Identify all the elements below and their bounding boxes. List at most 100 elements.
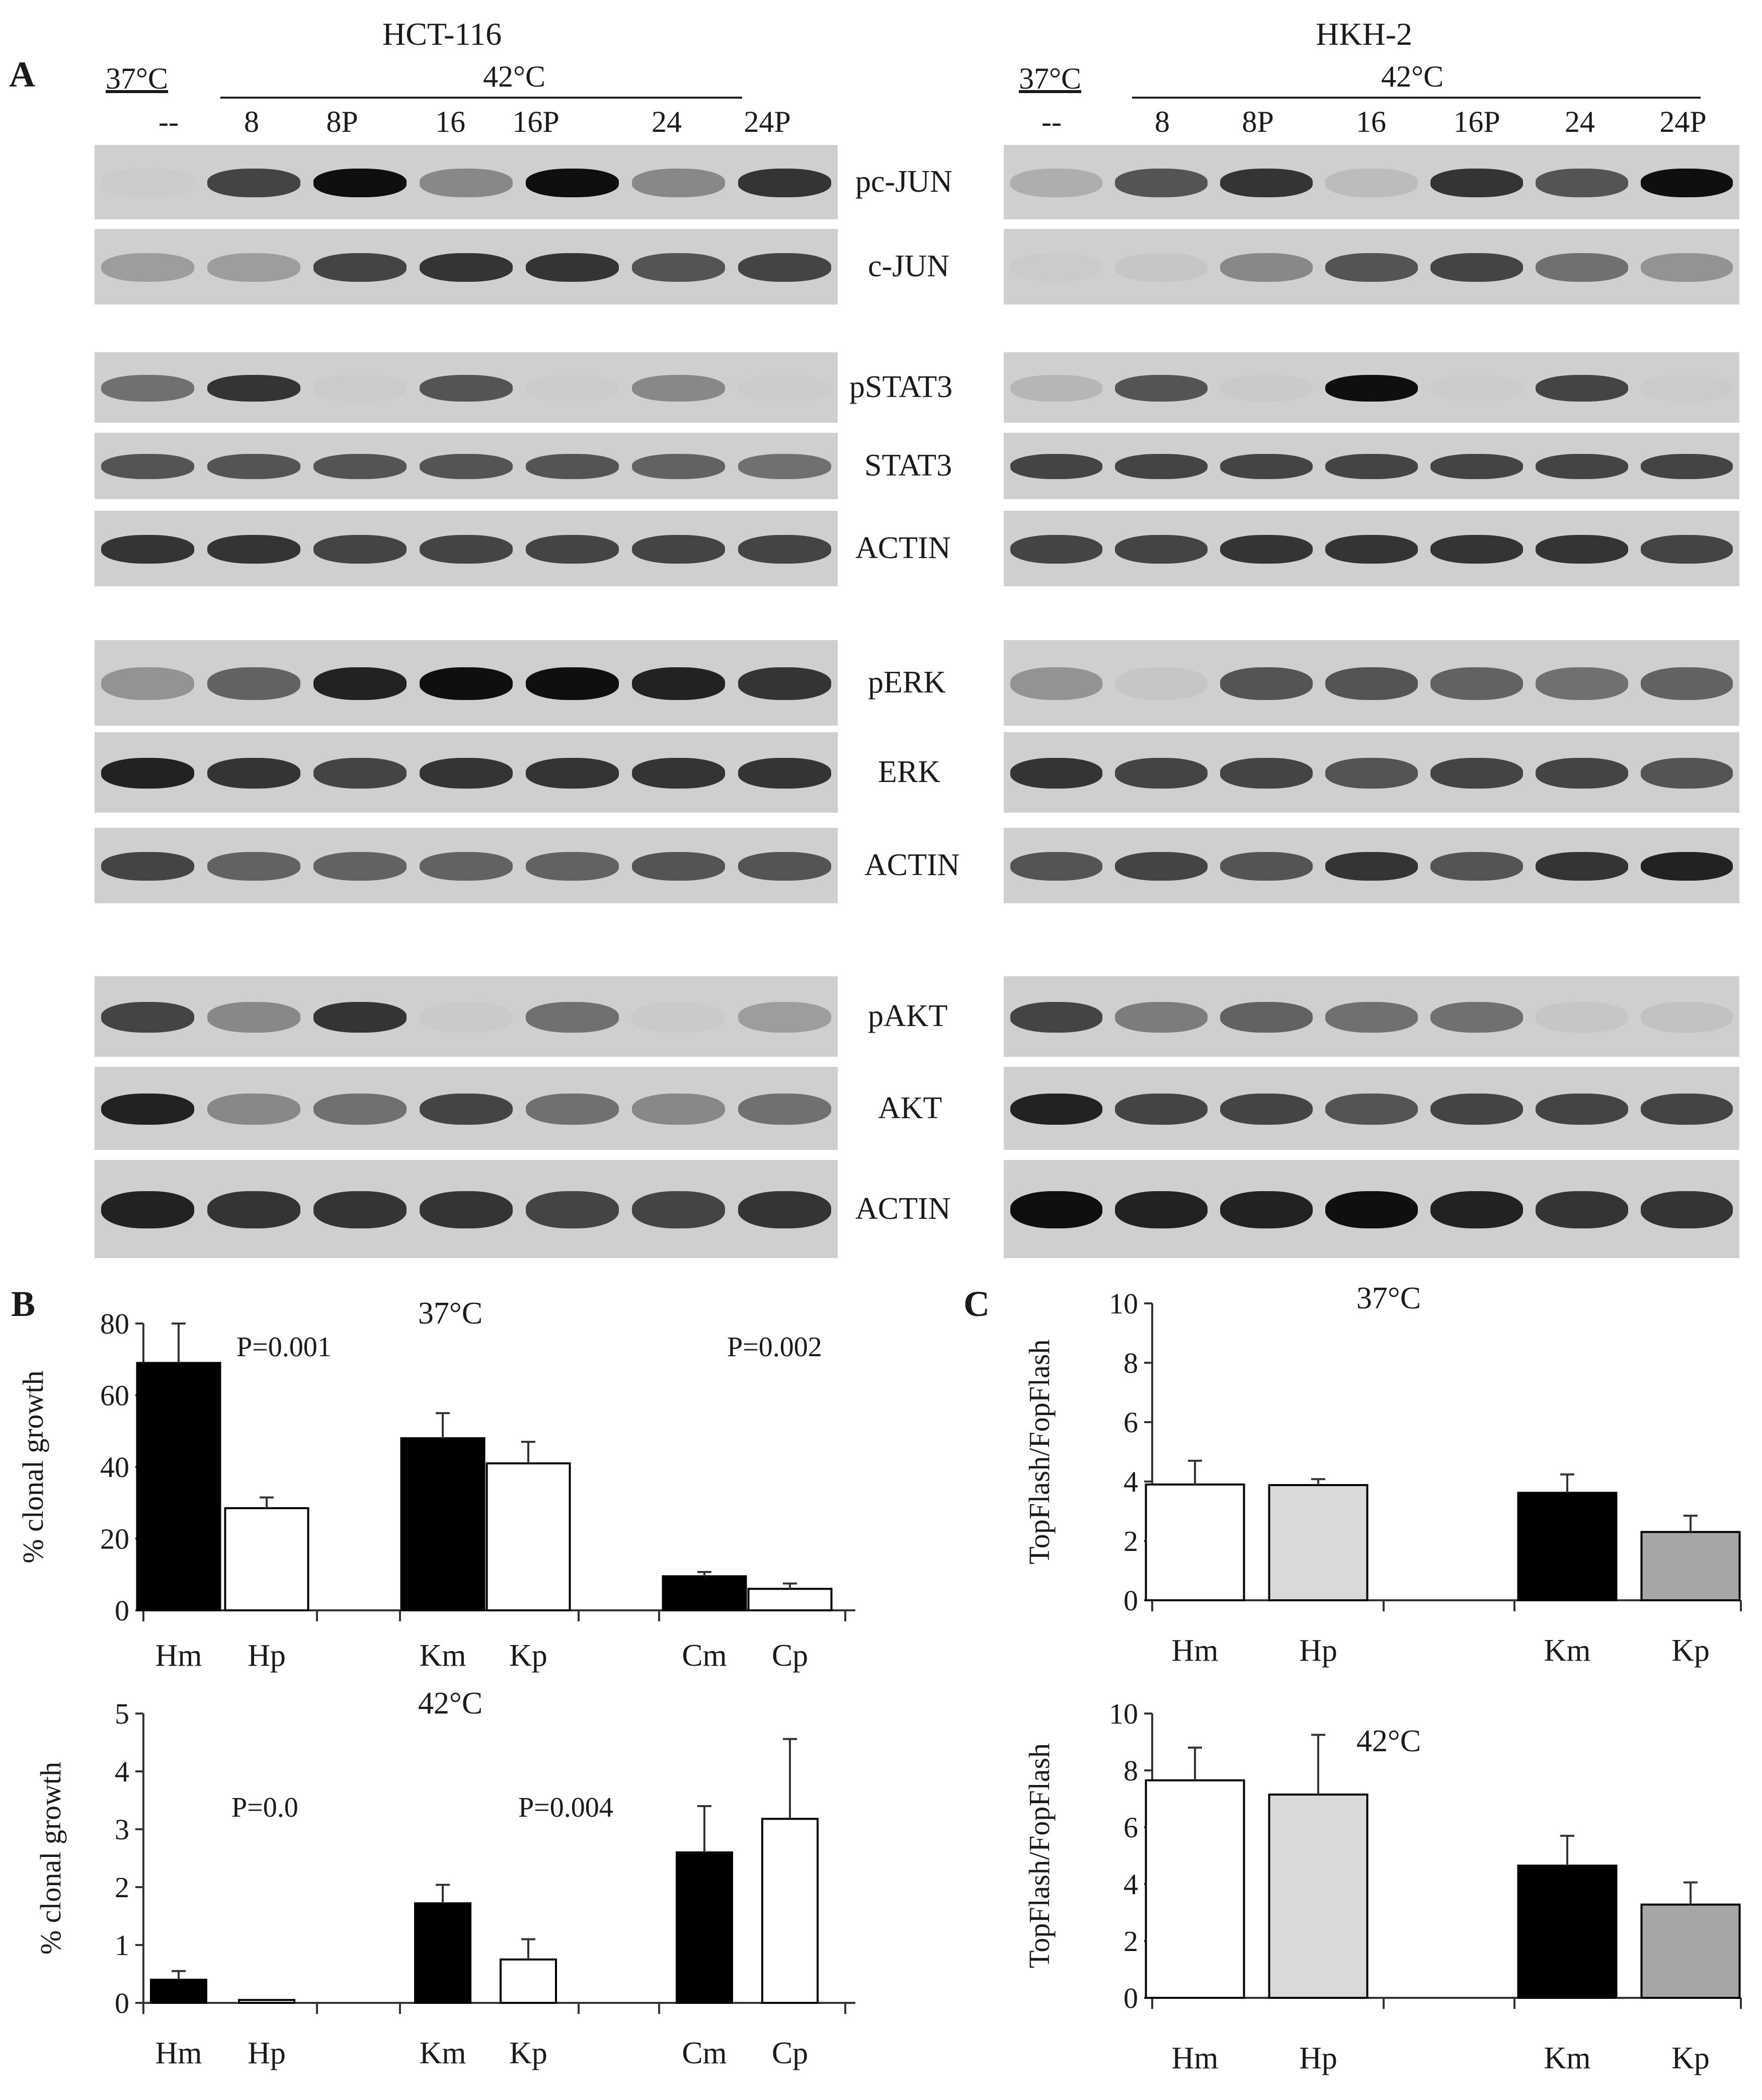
blot-band (525, 374, 619, 402)
blot-strip-hkh2 (1004, 352, 1739, 423)
blot-band (525, 1093, 619, 1125)
blot-band (1220, 454, 1313, 480)
bar-hm (1145, 1779, 1245, 1999)
blot-band (1640, 535, 1733, 564)
y-tick-label: 10 (1109, 1287, 1138, 1320)
blot-band (1430, 667, 1523, 700)
blot-band (101, 535, 195, 564)
blot-strip-hkh2 (1004, 1160, 1739, 1258)
category-label: Km (420, 2036, 466, 2070)
bar-km (414, 1902, 471, 2004)
blot-band (1010, 758, 1103, 789)
lane-label: 16 (435, 105, 465, 138)
blot-band (1010, 1002, 1103, 1033)
blot-band (1535, 1002, 1628, 1033)
bar-km (400, 1437, 486, 1611)
temp-label-37-right: 37°C (1019, 62, 1082, 95)
blot-band (738, 667, 832, 700)
blot-band (207, 454, 301, 480)
category-label: Hm (1172, 1634, 1219, 1668)
blot-band (207, 169, 301, 197)
blot-band (525, 1002, 619, 1033)
blot-band (101, 374, 195, 402)
blot-band (738, 535, 832, 564)
y-tick-label: 80 (100, 1307, 129, 1340)
blot-band (738, 1002, 832, 1033)
blot-strip-hct116 (95, 1160, 838, 1258)
bar-kp (500, 1958, 557, 2004)
blot-band (631, 1093, 726, 1125)
blot-band (525, 852, 619, 881)
blot-band (1535, 454, 1628, 480)
category-label: Hp (1299, 2041, 1337, 2075)
blot-band (419, 169, 513, 197)
p-value-annotation: P=0.001 (236, 1332, 332, 1363)
blot-band (631, 535, 726, 564)
y-tick-label: 8 (1124, 1347, 1138, 1379)
blot-band (207, 1191, 301, 1229)
blot-band (525, 454, 619, 480)
blot-band (1640, 374, 1733, 402)
panel-label-a: A (9, 54, 35, 95)
lane-label: 16P (512, 105, 559, 138)
blot-band (525, 253, 619, 282)
y-tick-label: 2 (1124, 1525, 1138, 1558)
blot-band (525, 535, 619, 564)
blot-band (1010, 535, 1103, 564)
bar-cm (662, 1575, 747, 1611)
blot-band (1535, 374, 1628, 402)
lane-label: -- (1042, 105, 1062, 138)
blot-strip-hct116 (95, 1067, 838, 1150)
blot-band (1430, 1093, 1523, 1125)
blot-band (738, 454, 832, 480)
blot-band (631, 1191, 726, 1229)
category-label: Km (1544, 1634, 1591, 1668)
blot-band (101, 253, 195, 282)
panel-label-c: C (964, 1284, 990, 1324)
blot-band (207, 253, 301, 282)
blot-band (1220, 169, 1313, 197)
y-tick-label: 0 (1124, 1982, 1138, 2014)
category-label: Hm (155, 1639, 202, 1673)
y-tick-label: 10 (1109, 1697, 1138, 1730)
blot-band (631, 374, 726, 402)
blot-strip-hkh2 (1004, 511, 1739, 586)
category-label: Hp (1299, 1634, 1337, 1668)
blot-band (101, 454, 195, 480)
blot-band (1325, 667, 1418, 700)
blot-band (101, 1093, 195, 1125)
y-tick-label: 4 (1124, 1868, 1138, 1901)
bar-km (1517, 1492, 1618, 1602)
chart-b-42c: 0 1 2 3 4 5 Hm Hp Km Kp Cm Cp 42°C % clonal growth P=0… (34, 1686, 855, 2070)
y-tick-label: 20 (100, 1523, 129, 1555)
y-tick-label: 0 (1124, 1584, 1138, 1617)
blot-band (738, 374, 832, 402)
blot-band (631, 169, 726, 197)
bar-km (1517, 1864, 1618, 1999)
category-label: Hp (248, 2036, 286, 2070)
blot-strip-hct116 (95, 145, 838, 219)
blot-band (1010, 454, 1103, 480)
blot-band (1220, 1002, 1313, 1033)
blot-strip-hkh2 (1004, 640, 1739, 726)
blot-strip-hkh2 (1004, 145, 1739, 219)
blot-band (631, 852, 726, 881)
temp-label-42-right: 42°C (1381, 60, 1444, 93)
chart-title: 37°C (1356, 1281, 1421, 1315)
bar-hm (136, 1362, 221, 1611)
blot-band (1325, 1002, 1418, 1033)
y-tick-label: 0 (115, 1987, 129, 2019)
protein-label: c-JUN (868, 249, 949, 283)
bar-hm (1145, 1483, 1245, 1601)
bar-cm (676, 1851, 733, 2004)
category-label: Cp (772, 1639, 808, 1673)
y-tick-label: 6 (1124, 1811, 1138, 1844)
blot-band (1220, 758, 1313, 789)
blot-strip-hkh2 (1004, 828, 1739, 903)
blot-band (1220, 253, 1313, 282)
category-label: Km (1544, 2041, 1591, 2075)
lane-label: 24P (744, 105, 791, 138)
blot-band (1010, 169, 1103, 197)
category-label: Hm (1172, 2041, 1219, 2075)
category-label: Hp (248, 1639, 286, 1673)
